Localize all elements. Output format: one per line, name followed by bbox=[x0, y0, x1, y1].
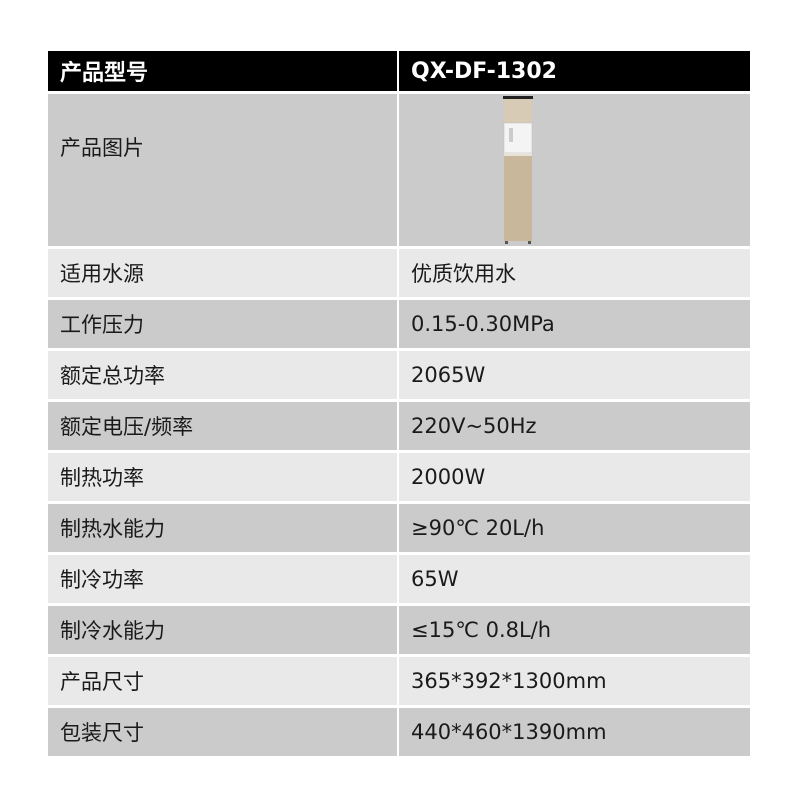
row-label: 额定总功率 bbox=[48, 351, 399, 399]
table-row: 额定总功率 2065W bbox=[48, 351, 750, 402]
row-label: 额定电压/频率 bbox=[48, 402, 399, 450]
table-row: 制冷水能力 ≤15℃ 0.8L/h bbox=[48, 606, 750, 657]
row-value: ≥90℃ 20L/h bbox=[399, 504, 750, 552]
row-label: 制热功率 bbox=[48, 453, 399, 501]
table-row: 制冷功率 65W bbox=[48, 555, 750, 606]
row-label: 制冷水能力 bbox=[48, 606, 399, 654]
row-label: 制热水能力 bbox=[48, 504, 399, 552]
row-value: ≤15℃ 0.8L/h bbox=[399, 606, 750, 654]
image-row-label: 产品图片 bbox=[48, 94, 399, 246]
row-label: 包装尺寸 bbox=[48, 708, 399, 756]
image-row: 产品图片 bbox=[48, 94, 750, 249]
row-value: 2065W bbox=[399, 351, 750, 399]
spec-table: 产品型号 QX-DF-1302 产品图片 适用水源 优质饮用水 工作压力 0.15-0… bbox=[48, 51, 750, 759]
row-label: 适用水源 bbox=[48, 249, 399, 297]
table-row: 额定电压/频率 220V~50Hz bbox=[48, 402, 750, 453]
row-value: 0.15-0.30MPa bbox=[399, 300, 750, 348]
header-row: 产品型号 QX-DF-1302 bbox=[48, 51, 750, 94]
row-label: 工作压力 bbox=[48, 300, 399, 348]
table-row: 产品尺寸 365*392*1300mm bbox=[48, 657, 750, 708]
row-value: 65W bbox=[399, 555, 750, 603]
table-row: 适用水源 优质饮用水 bbox=[48, 249, 750, 300]
product-image bbox=[503, 96, 533, 244]
row-value: 220V~50Hz bbox=[399, 402, 750, 450]
row-value: 优质饮用水 bbox=[399, 249, 750, 297]
row-value: 440*460*1390mm bbox=[399, 708, 750, 756]
table-row: 制热水能力 ≥90℃ 20L/h bbox=[48, 504, 750, 555]
row-value: 365*392*1300mm bbox=[399, 657, 750, 705]
table-row: 工作压力 0.15-0.30MPa bbox=[48, 300, 750, 351]
row-label: 产品尺寸 bbox=[48, 657, 399, 705]
header-value: QX-DF-1302 bbox=[399, 51, 750, 91]
row-value: 2000W bbox=[399, 453, 750, 501]
header-label: 产品型号 bbox=[48, 51, 399, 91]
table-row: 制热功率 2000W bbox=[48, 453, 750, 504]
row-label: 制冷功率 bbox=[48, 555, 399, 603]
product-image-cell bbox=[399, 94, 750, 246]
table-row: 包装尺寸 440*460*1390mm bbox=[48, 708, 750, 759]
